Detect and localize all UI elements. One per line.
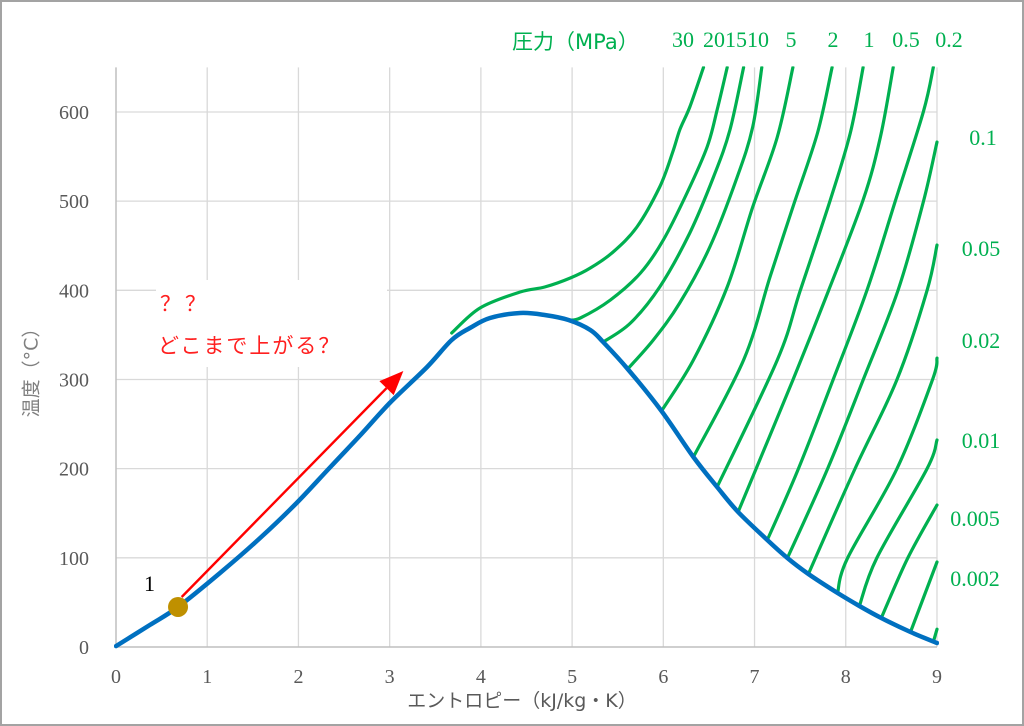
x-tick-label: 3 [385,666,395,688]
isobar-20-mpa [566,66,729,322]
process-arrow [180,371,404,598]
x-tick-label: 2 [293,666,303,688]
isobar-label-0.005: 0.005 [950,506,1000,531]
x-tick-label: 5 [567,666,577,688]
isobar-30-mpa [450,66,706,335]
isobar-label-0.01: 0.01 [962,428,1001,453]
gridlines [116,67,938,647]
isobar-0.005-mpa [879,503,939,620]
isobar-label-15: 15 [725,27,747,52]
isobar-2-mpa [691,66,834,459]
question-marks-annotation: ？？ [160,292,210,316]
y-tick-label: 100 [59,548,89,570]
isobar-label-5: 5 [786,27,797,52]
arrowhead-icon [379,371,404,396]
isobar-5-mpa [659,66,795,413]
y-tick-label: 200 [59,459,89,481]
isobar-0.2-mpa [765,66,935,542]
isobar-0.1-mpa [785,140,939,560]
y-tick-label: 300 [59,369,89,391]
isobar-label-0.05: 0.05 [962,236,1001,261]
isobar-label-0.002: 0.002 [950,566,1000,591]
isobar-label-0.5: 0.5 [892,27,920,52]
y-tick-label: 400 [59,280,89,302]
isobar-label-0.02: 0.02 [962,328,1001,353]
x-tick-label: 1 [202,666,212,688]
isobar-0.5-mpa [736,66,895,514]
isobar-15-mpa [601,66,746,344]
x-tick-label: 0 [111,666,121,688]
annotation-box [156,280,387,367]
pressure-legend-title: 圧力（MPa） [512,30,639,54]
isobar-label-1: 1 [864,27,875,52]
isobar-label-0.2: 0.2 [935,27,963,52]
isobar-label-30: 30 [672,27,694,52]
isobar-10-mpa [626,66,764,371]
x-axis-title: エントロピー（kJ/kg・K） [407,690,637,712]
isobar-label-0.1: 0.1 [969,125,997,150]
x-tick-label: 7 [750,666,760,688]
isobar-1-mpa [715,66,865,489]
isobar-0.05-mpa [806,243,939,576]
point-1-label: 1 [144,571,155,596]
isobar-0.002-mpa [908,560,939,634]
saturation-curve [114,310,939,649]
isobar-label-10: 10 [747,27,769,52]
isobar-labels: 30 20 15 10 5 2 1 0.5 0.2 0.1 0.05 0.02 0.01 0.005 0.0… [672,27,1000,591]
x-tick-label: 9 [932,666,942,688]
y-tick-label: 500 [59,191,89,213]
isobar-label-2: 2 [828,27,839,52]
y-axis-title: 温度（°C） [20,318,43,418]
series-group [114,66,939,649]
isobar-0.01-mpa [857,438,939,608]
x-tick-label: 4 [476,666,486,688]
tick-labels: 0 100 200 300 400 500 600 0 1 2 3 4 5 6 7 8 9 [59,102,942,688]
x-tick-label: 8 [841,666,851,688]
y-tick-label: 0 [79,637,89,659]
isobar-label-20: 20 [703,27,725,52]
state-point-1-marker [168,596,189,617]
question-annotation: どこまで上がる？ [158,334,342,358]
x-tick-label: 6 [658,666,668,688]
isobar-0.02-mpa [836,356,939,595]
y-tick-label: 600 [59,102,89,124]
